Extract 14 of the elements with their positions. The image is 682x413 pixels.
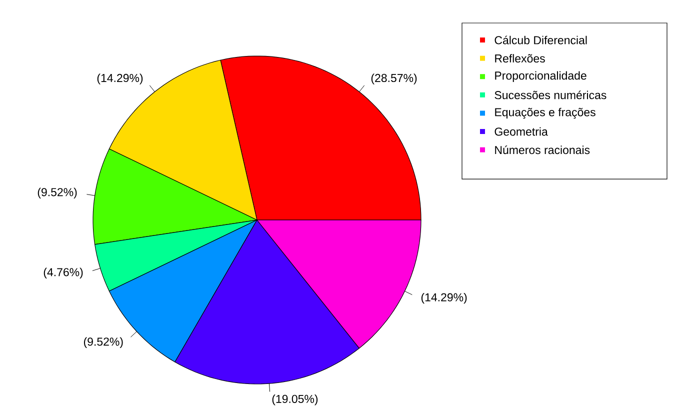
legend-label: Equações e frações — [495, 108, 596, 119]
data-label: (19.05%) — [272, 394, 318, 406]
data-label: (14.29%) — [421, 292, 467, 304]
legend-label: Geometria — [494, 127, 548, 136]
data-label: (4.76%) — [44, 268, 83, 279]
data-label: (9.52%) — [38, 188, 77, 198]
data-label: (14.29%) — [97, 74, 143, 84]
legend-label: Cálcub Diferencial — [494, 36, 587, 44]
legend-label: Proporcionalidade — [495, 71, 586, 82]
data-label: (28.57%) — [371, 74, 417, 84]
legend-label: Reflexões — [495, 54, 545, 63]
legend-label: Sucessões numéricas — [494, 90, 606, 100]
data-label: (9.52%) — [84, 337, 123, 348]
legend-label: Números racionais — [495, 146, 590, 154]
